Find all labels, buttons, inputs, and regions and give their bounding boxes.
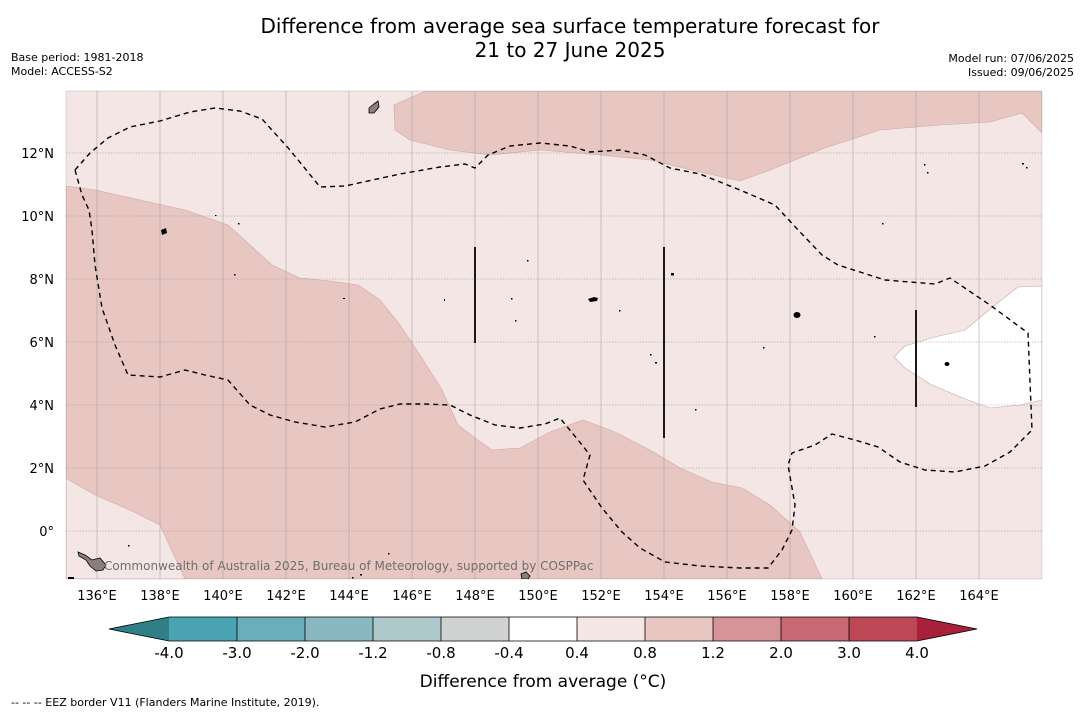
lon-label: 146°E [392, 589, 432, 604]
islets [68, 163, 1028, 579]
lon-label: 140°E [203, 589, 243, 604]
colorbar-cell [305, 617, 373, 641]
colorbar-tick: 0.4 [565, 644, 589, 662]
lat-label: 2°N [30, 462, 55, 477]
colorbar-cell [645, 617, 713, 641]
anomaly-region-northeast [393, 91, 1042, 182]
neutral-region-east [893, 285, 1042, 409]
issued-date: Issued: 09/06/2025 [967, 66, 1074, 79]
latitude-labels: 12°N 10°N 8°N 6°N 4°N 2°N 0° [21, 147, 54, 540]
lat-label: 12°N [21, 147, 54, 162]
lon-label: 142°E [266, 589, 306, 604]
meta-left: Base period: 1981-2018 Model: ACCESS-S2 [11, 51, 143, 79]
colorbar: -4.0 -3.0 -2.0 -1.2 -0.8 -0.4 0.4 0.8 1.… [108, 616, 978, 692]
colorbar-cell [509, 617, 577, 641]
colorbar-tick: 0.8 [633, 644, 657, 662]
copyright-text: Commonwealth of Australia 2025, Bureau o… [104, 559, 594, 573]
colorbar-cell [373, 617, 441, 641]
lat-label: 0° [39, 525, 54, 540]
colorbar-tick: 2.0 [769, 644, 793, 662]
colorbar-tick: -0.8 [426, 644, 455, 662]
colorbar-title: Difference from average (°C) [420, 672, 667, 692]
anomaly-region-west [66, 185, 823, 579]
colorbar-tick: 4.0 [905, 644, 929, 662]
chart-title: Difference from average sea surface temp… [0, 14, 1085, 62]
lon-label: 164°E [959, 589, 999, 604]
lon-label: 160°E [833, 589, 873, 604]
colorbar-outline [108, 616, 978, 642]
lon-label: 162°E [896, 589, 936, 604]
colorbar-tick: 1.2 [701, 644, 725, 662]
meta-right: Model run: 07/06/2025 Issued: 09/06/2025 [948, 52, 1074, 80]
longitude-labels: 136°E 138°E 140°E 142°E 144°E 146°E 148°… [77, 589, 999, 604]
colorbar-tick: -2.0 [290, 644, 319, 662]
colorbar-cell [849, 617, 917, 641]
lon-label: 136°E [77, 589, 117, 604]
colorbar-extend-low [109, 617, 169, 641]
eez-footnote: -- -- -- EEZ border V11 (Flanders Marine… [11, 696, 320, 709]
eez-border [74, 107, 1033, 569]
lon-label: 138°E [140, 589, 180, 604]
lon-label: 144°E [329, 589, 369, 604]
lon-label: 158°E [770, 589, 810, 604]
vertical-lines [474, 247, 917, 438]
lon-label: 148°E [455, 589, 495, 604]
lon-label: 156°E [707, 589, 747, 604]
colorbar-cell [237, 617, 305, 641]
colorbar-cell [781, 617, 849, 641]
colorbar-cell [169, 617, 237, 641]
title-line-1: Difference from average sea surface temp… [260, 14, 880, 38]
map-area: Commonwealth of Australia 2025, Bureau o… [66, 91, 1042, 579]
colorbar-extend-high [917, 617, 977, 641]
colorbar-cell [441, 617, 509, 641]
map-frame [65, 90, 1043, 580]
lon-label: 150°E [518, 589, 558, 604]
colorbar-tick: -1.2 [358, 644, 387, 662]
colorbar-tick: -0.4 [494, 644, 523, 662]
island-bottom-middle [520, 571, 531, 579]
lon-label: 152°E [581, 589, 621, 604]
colorbar-cell [713, 617, 781, 641]
base-period: Base period: 1981-2018 [11, 51, 144, 64]
colorbar-tick: 3.0 [837, 644, 861, 662]
island-north [368, 100, 380, 114]
model-run: Model run: 07/06/2025 [948, 52, 1074, 65]
latitude-lines [66, 152, 1042, 532]
lat-label: 10°N [21, 210, 54, 225]
colorbar-tick: -4.0 [154, 644, 183, 662]
colorbar-tick: -3.0 [222, 644, 251, 662]
lat-label: 8°N [30, 273, 55, 288]
colorbar-cell [577, 617, 645, 641]
model-name: Model: ACCESS-S2 [11, 65, 113, 78]
island-cluster-sw [77, 551, 107, 572]
lat-label: 6°N [30, 336, 55, 351]
colorbar-dividers [236, 617, 850, 641]
lon-label: 154°E [644, 589, 684, 604]
title-line-2: 21 to 27 June 2025 [474, 38, 666, 62]
lat-label: 4°N [30, 399, 55, 414]
